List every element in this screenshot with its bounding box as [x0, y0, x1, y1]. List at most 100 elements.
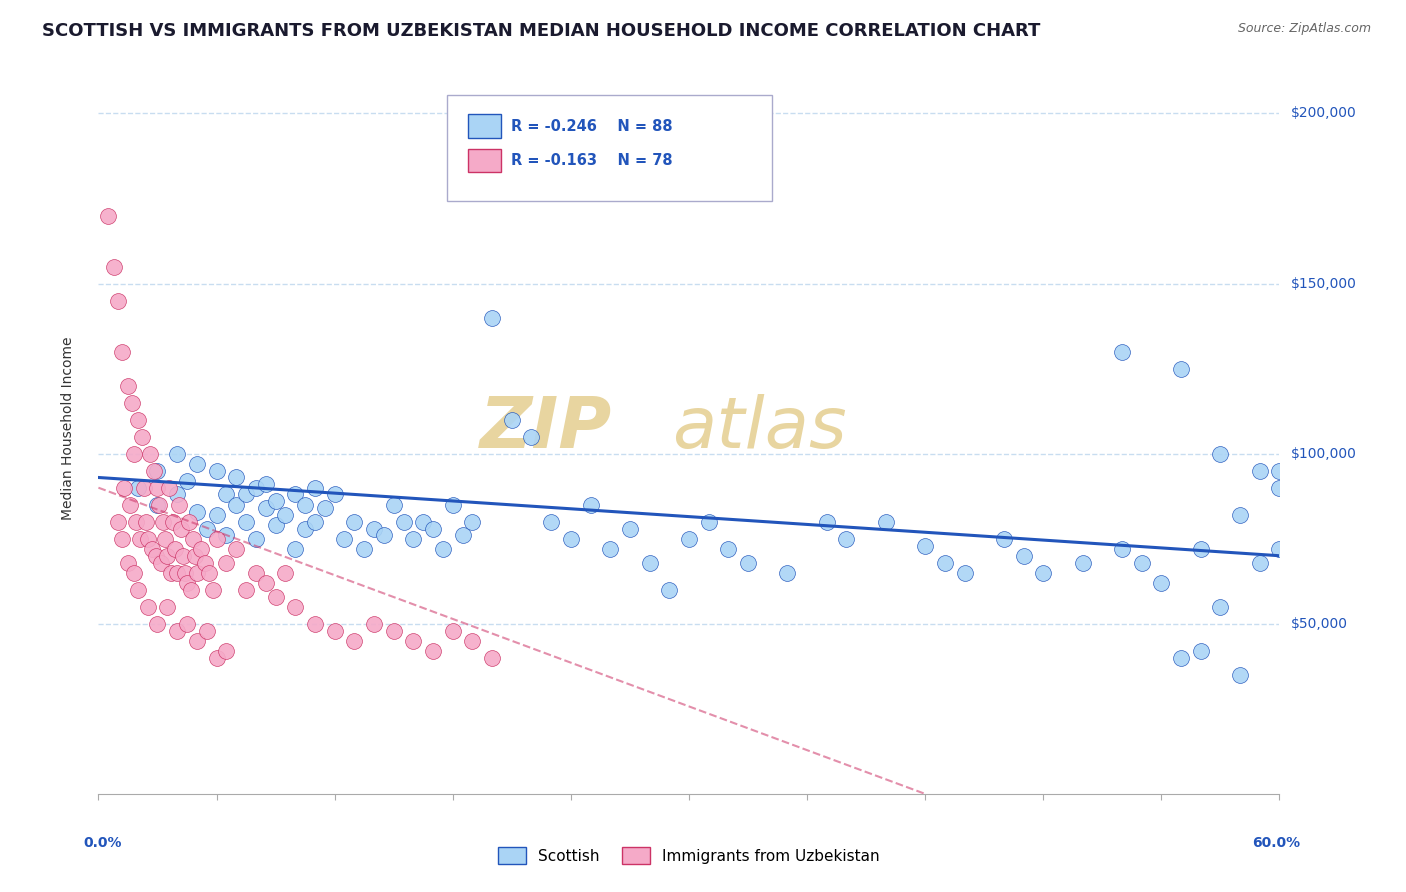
Point [254, 477, 277, 491]
Point [156, 549, 179, 563]
Point [1209, 599, 1232, 614]
Point [304, 481, 326, 495]
Point [215, 556, 238, 570]
Point [131, 430, 153, 444]
Point [737, 556, 759, 570]
Point [166, 487, 188, 501]
Point [127, 481, 149, 495]
Point [441, 624, 464, 638]
Text: $150,000: $150,000 [1291, 277, 1357, 291]
Point [914, 539, 936, 553]
Bar [468, 114, 501, 137]
Point [1150, 576, 1173, 591]
Point [186, 566, 208, 580]
Point [835, 532, 858, 546]
Point [215, 528, 238, 542]
Point [97, 209, 120, 223]
Point [304, 616, 326, 631]
Point [145, 549, 167, 563]
Point [392, 515, 415, 529]
Point [697, 515, 720, 529]
Point [167, 498, 190, 512]
Point [599, 541, 621, 556]
Point [284, 599, 307, 614]
FancyBboxPatch shape [447, 95, 772, 202]
Point [540, 515, 562, 529]
Point [132, 481, 155, 495]
Point [245, 532, 267, 546]
Point [186, 457, 208, 471]
Point [1170, 361, 1192, 376]
Point [343, 633, 366, 648]
Point [323, 624, 346, 638]
Point [934, 556, 956, 570]
Point [294, 522, 316, 536]
Point [184, 549, 207, 563]
Point [117, 378, 139, 392]
Point [1111, 344, 1133, 359]
Point [451, 528, 474, 542]
Point [1032, 566, 1054, 580]
Point [181, 532, 204, 546]
Point [136, 532, 159, 546]
Point [815, 515, 838, 529]
Point [195, 522, 218, 536]
Point [142, 464, 165, 478]
Point [146, 464, 169, 478]
Point [152, 515, 174, 529]
Point [177, 515, 200, 529]
Text: SCOTTISH VS IMMIGRANTS FROM UZBEKISTAN MEDIAN HOUSEHOLD INCOME CORRELATION CHART: SCOTTISH VS IMMIGRANTS FROM UZBEKISTAN M… [42, 22, 1040, 40]
Point [157, 481, 180, 495]
Text: R = -0.163    N = 78: R = -0.163 N = 78 [510, 153, 672, 168]
Point [1268, 464, 1291, 478]
Point [146, 498, 169, 512]
Point [174, 566, 197, 580]
Point [1249, 556, 1271, 570]
Point [1268, 481, 1291, 495]
Point [520, 430, 543, 444]
Point [363, 522, 385, 536]
Point [363, 616, 385, 631]
Point [135, 515, 157, 529]
Point [148, 498, 170, 512]
Point [215, 644, 238, 658]
Point [1209, 447, 1232, 461]
Point [264, 518, 287, 533]
Point [373, 528, 395, 542]
Point [121, 395, 143, 409]
Text: 0.0%: 0.0% [83, 836, 122, 850]
Point [156, 599, 179, 614]
Point [1071, 556, 1094, 570]
Point [160, 566, 183, 580]
Text: atlas: atlas [672, 393, 846, 463]
Point [112, 481, 135, 495]
Point [205, 532, 228, 546]
Point [1229, 668, 1251, 682]
Point [343, 515, 366, 529]
Text: R = -0.246    N = 88: R = -0.246 N = 88 [510, 119, 672, 134]
Point [1268, 541, 1291, 556]
Point [432, 541, 454, 556]
Point [461, 515, 484, 529]
Point [150, 556, 173, 570]
Point [953, 566, 976, 580]
Point [304, 515, 326, 529]
Point [501, 412, 523, 426]
Text: ZIP: ZIP [479, 393, 612, 463]
Point [353, 541, 375, 556]
Point [176, 616, 198, 631]
Point [274, 566, 297, 580]
Point [560, 532, 582, 546]
Text: $100,000: $100,000 [1291, 447, 1357, 460]
Point [176, 576, 198, 591]
Point [172, 549, 194, 563]
Point [180, 582, 202, 597]
Point [190, 541, 212, 556]
Point [107, 515, 129, 529]
Point [176, 474, 198, 488]
Point [254, 501, 277, 516]
Point [235, 515, 257, 529]
Point [412, 515, 434, 529]
Point [619, 522, 641, 536]
Point [274, 508, 297, 522]
